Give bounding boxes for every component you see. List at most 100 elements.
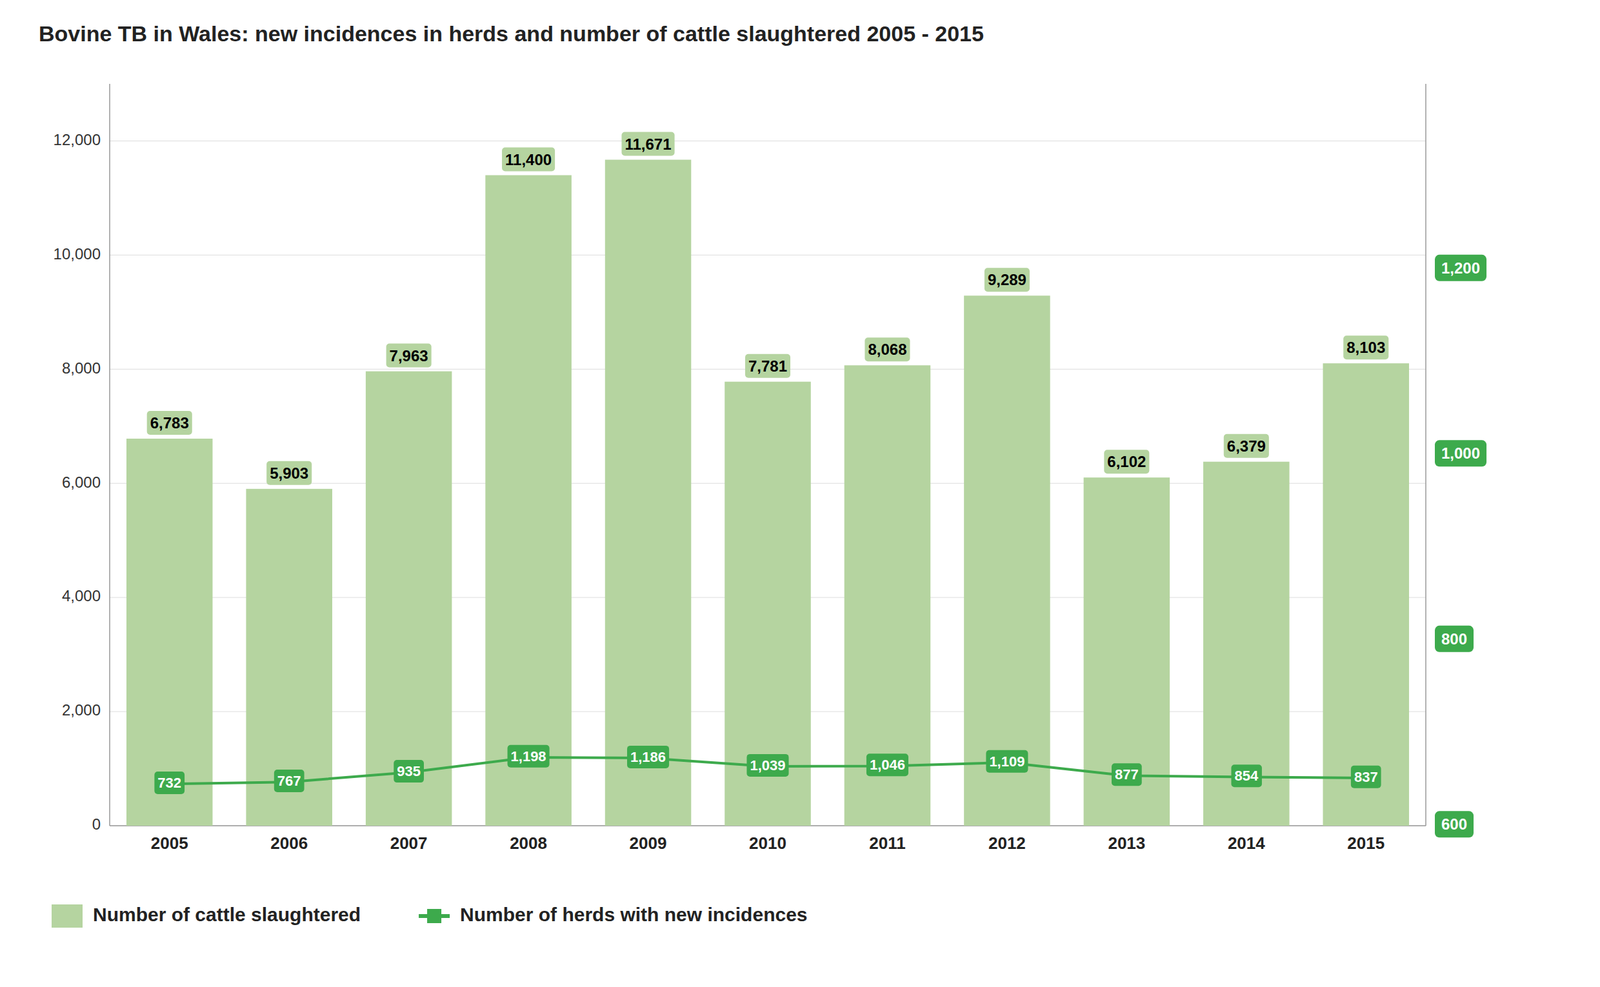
data-label-text: 6,783 bbox=[150, 414, 190, 432]
data-label-text: 1,198 bbox=[510, 748, 547, 765]
x-tick-label: 2007 bbox=[390, 833, 428, 853]
data-label-bg bbox=[621, 132, 675, 157]
data-label-text: 877 bbox=[1114, 766, 1139, 783]
data-label: 1,109 bbox=[985, 750, 1028, 773]
grid bbox=[109, 140, 1426, 826]
legend-label: Number of cattle slaughtered bbox=[92, 903, 361, 926]
data-label-bg bbox=[501, 147, 555, 172]
data-label-bg bbox=[1103, 449, 1150, 474]
x-tick-label: 2006 bbox=[270, 833, 308, 853]
data-labels: 6,783 5,903 7,963 11,400 11,671 7,781 8,068 9,2… bbox=[147, 132, 1390, 795]
y-tick-label: 6,000 bbox=[61, 473, 101, 491]
y-tick-label: 8,000 bbox=[61, 359, 101, 377]
data-label-text: 11,671 bbox=[624, 135, 671, 153]
data-label: 1,186 bbox=[627, 745, 670, 769]
page: {"chart_data": {"type": "bar", "title": … bbox=[0, 0, 1600, 987]
y-tick-label: 12,000 bbox=[53, 130, 101, 149]
data-label-bg bbox=[864, 337, 910, 362]
y2-tick-badge bbox=[1434, 625, 1474, 653]
grid-line bbox=[109, 254, 1426, 256]
y-tick-label: 2,000 bbox=[61, 701, 101, 719]
data-label-text: 732 bbox=[157, 774, 182, 791]
x-tick-label: 2014 bbox=[1227, 833, 1266, 853]
data-label-text: 6,379 bbox=[1227, 437, 1266, 455]
x-tick-label: 2008 bbox=[509, 833, 548, 853]
data-label: 11,671 bbox=[621, 132, 675, 157]
legend-swatch-marker bbox=[427, 909, 442, 924]
data-label-bg bbox=[1223, 434, 1270, 459]
y2-tick-badge bbox=[1434, 254, 1487, 282]
legend: Number of cattle slaughteredNumber of he… bbox=[51, 903, 808, 928]
title: Bovine TB in Wales: new incidences in he… bbox=[38, 21, 984, 46]
data-label: 854 bbox=[1230, 764, 1262, 788]
y-tick-label: 10,000 bbox=[53, 245, 101, 263]
data-label-text: 1,039 bbox=[749, 757, 786, 774]
data-label-text: 7,781 bbox=[748, 357, 788, 375]
line bbox=[169, 757, 1367, 784]
data-label-bg bbox=[147, 410, 193, 435]
data-label: 732 bbox=[154, 771, 185, 795]
y2-tick-badge bbox=[1434, 810, 1474, 838]
x-tick-label: 2013 bbox=[1107, 833, 1146, 853]
data-label-text: 8,068 bbox=[867, 340, 907, 359]
data-label: 877 bbox=[1111, 763, 1142, 786]
data-label: 767 bbox=[274, 769, 305, 793]
legend-swatch bbox=[51, 904, 83, 928]
y2-tick: 1,200 bbox=[1434, 254, 1487, 282]
y2-tick-label: 1,200 bbox=[1441, 259, 1480, 277]
data-label-bg bbox=[154, 771, 185, 795]
data-label-bg bbox=[1343, 335, 1389, 360]
y-tick-label: 4,000 bbox=[61, 587, 101, 605]
data-label: 1,198 bbox=[507, 745, 550, 768]
data-label-bg bbox=[1111, 763, 1142, 786]
x-tick-label: 2011 bbox=[869, 833, 906, 853]
y2-tick-label: 800 bbox=[1441, 630, 1468, 648]
x-tick-label: 2015 bbox=[1347, 833, 1385, 853]
bar bbox=[963, 295, 1051, 826]
data-label: 837 bbox=[1350, 765, 1382, 789]
data-label: 5,903 bbox=[266, 461, 312, 486]
data-label-bg bbox=[866, 753, 909, 777]
data-label-bg bbox=[1230, 764, 1262, 788]
data-label-bg bbox=[274, 769, 305, 793]
data-label-bg bbox=[393, 760, 424, 783]
data-label: 1,046 bbox=[866, 753, 909, 777]
y2-tick-label: 600 bbox=[1441, 815, 1468, 833]
y-tick-label: 0 bbox=[92, 815, 101, 833]
data-label-text: 935 bbox=[396, 763, 421, 780]
data-label: 11,400 bbox=[501, 147, 555, 172]
bar bbox=[724, 381, 811, 826]
data-label-text: 1,109 bbox=[989, 753, 1025, 770]
bar bbox=[365, 371, 453, 826]
bar bbox=[485, 175, 572, 826]
y2-tick: 600 bbox=[1434, 810, 1474, 838]
data-label-text: 8,103 bbox=[1346, 338, 1386, 357]
y2-tick-badge bbox=[1434, 440, 1487, 467]
data-label: 6,379 bbox=[1223, 434, 1270, 459]
y-axis-line bbox=[109, 83, 111, 826]
chart: Bovine TB in Wales: new incidences in he… bbox=[0, 0, 1600, 987]
data-label-text: 854 bbox=[1234, 767, 1259, 784]
data-label-text: 1,046 bbox=[869, 756, 906, 773]
y2-tick-label: 1,000 bbox=[1441, 444, 1480, 462]
bar bbox=[1203, 461, 1290, 826]
bar bbox=[245, 489, 333, 826]
data-label-bg bbox=[985, 750, 1028, 773]
data-label-text: 5,903 bbox=[269, 464, 309, 482]
data-label-bg bbox=[507, 745, 550, 768]
data-label: 935 bbox=[393, 760, 424, 783]
data-label: 9,289 bbox=[984, 267, 1030, 292]
x-tick-label: 2012 bbox=[988, 833, 1026, 853]
data-label-bg bbox=[627, 745, 670, 769]
data-label: 7,963 bbox=[386, 343, 432, 368]
bar bbox=[126, 438, 213, 826]
x-tick-label: 2010 bbox=[749, 833, 787, 853]
data-label: 6,783 bbox=[147, 410, 193, 435]
data-label-bg bbox=[266, 461, 312, 486]
data-label: 8,068 bbox=[864, 337, 910, 362]
data-label-bg bbox=[1350, 765, 1382, 789]
marks bbox=[126, 160, 1410, 826]
data-label-text: 6,102 bbox=[1107, 452, 1146, 471]
data-label: 6,102 bbox=[1103, 449, 1150, 474]
x-tick-label: 2009 bbox=[629, 833, 668, 853]
